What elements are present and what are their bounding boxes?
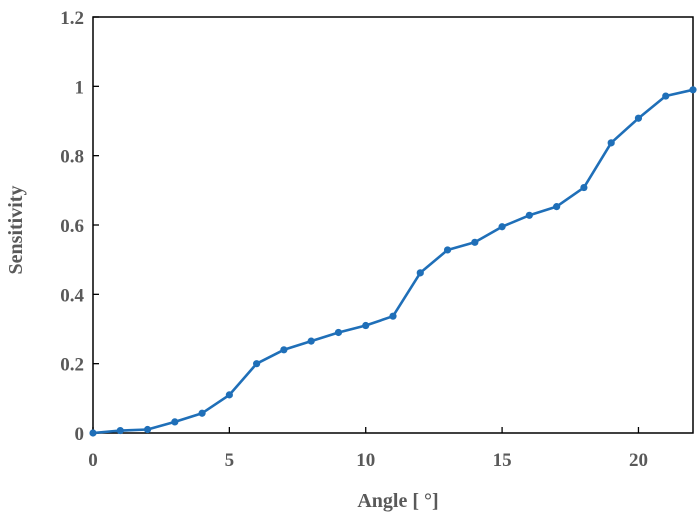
- data-point-0-3: [171, 418, 179, 426]
- y-tick-label-4: 0.8: [60, 147, 84, 168]
- data-point-0-5: [225, 391, 233, 399]
- data-point-0-10: [362, 321, 370, 330]
- y-tick-labels: 0 0.2 0.4 0.6 0.8 1 1.2: [60, 8, 84, 445]
- data-point-0-18: [580, 183, 588, 192]
- data-point-0-22: [689, 86, 697, 94]
- data-point-0-16: [525, 211, 533, 219]
- y-tick-label-2: 0.4: [60, 285, 84, 306]
- y-tick-label-0: 0: [75, 424, 85, 445]
- data-point-0-14: [471, 238, 479, 246]
- data-point-0-11: [389, 312, 397, 320]
- x-tick-labels: 0 5 10 15 20: [88, 450, 648, 471]
- x-tick-label-0: 0: [88, 450, 98, 471]
- x-tick-label-2: 10: [356, 450, 375, 471]
- data-point-0-15: [498, 223, 506, 231]
- data-point-0-9: [334, 328, 343, 337]
- data-point-0-7: [280, 346, 288, 354]
- data-point-0-19: [607, 139, 615, 147]
- y-tick-label-5: 1: [75, 77, 85, 98]
- y-tick-label-1: 0.2: [60, 355, 84, 376]
- y-axis-title: Sensitivity: [5, 186, 27, 275]
- x-tick-label-1: 5: [225, 450, 235, 471]
- data-point-0-17: [553, 203, 561, 211]
- data-point-0-0: [89, 429, 97, 437]
- plot-frame: [92, 16, 694, 434]
- x-tick-label-4: 20: [629, 450, 648, 471]
- data-point-0-8: [307, 337, 315, 345]
- data-point-0-13: [443, 246, 452, 254]
- data-point-0-21: [662, 92, 670, 100]
- x-tick-label-3: 15: [493, 450, 512, 471]
- y-tick-label-3: 0.6: [60, 216, 84, 237]
- data-point-0-20: [634, 114, 643, 122]
- data-point-0-4: [198, 409, 206, 417]
- x-axis-title: Angle [ °]: [357, 490, 438, 512]
- y-tick-label-6: 1.2: [60, 8, 84, 29]
- data-point-0-12: [416, 269, 424, 277]
- series-line-0: [92, 88, 694, 435]
- data-point-0-6: [253, 360, 261, 368]
- data-point-0-2: [143, 425, 152, 434]
- data-point-0-1: [116, 426, 124, 435]
